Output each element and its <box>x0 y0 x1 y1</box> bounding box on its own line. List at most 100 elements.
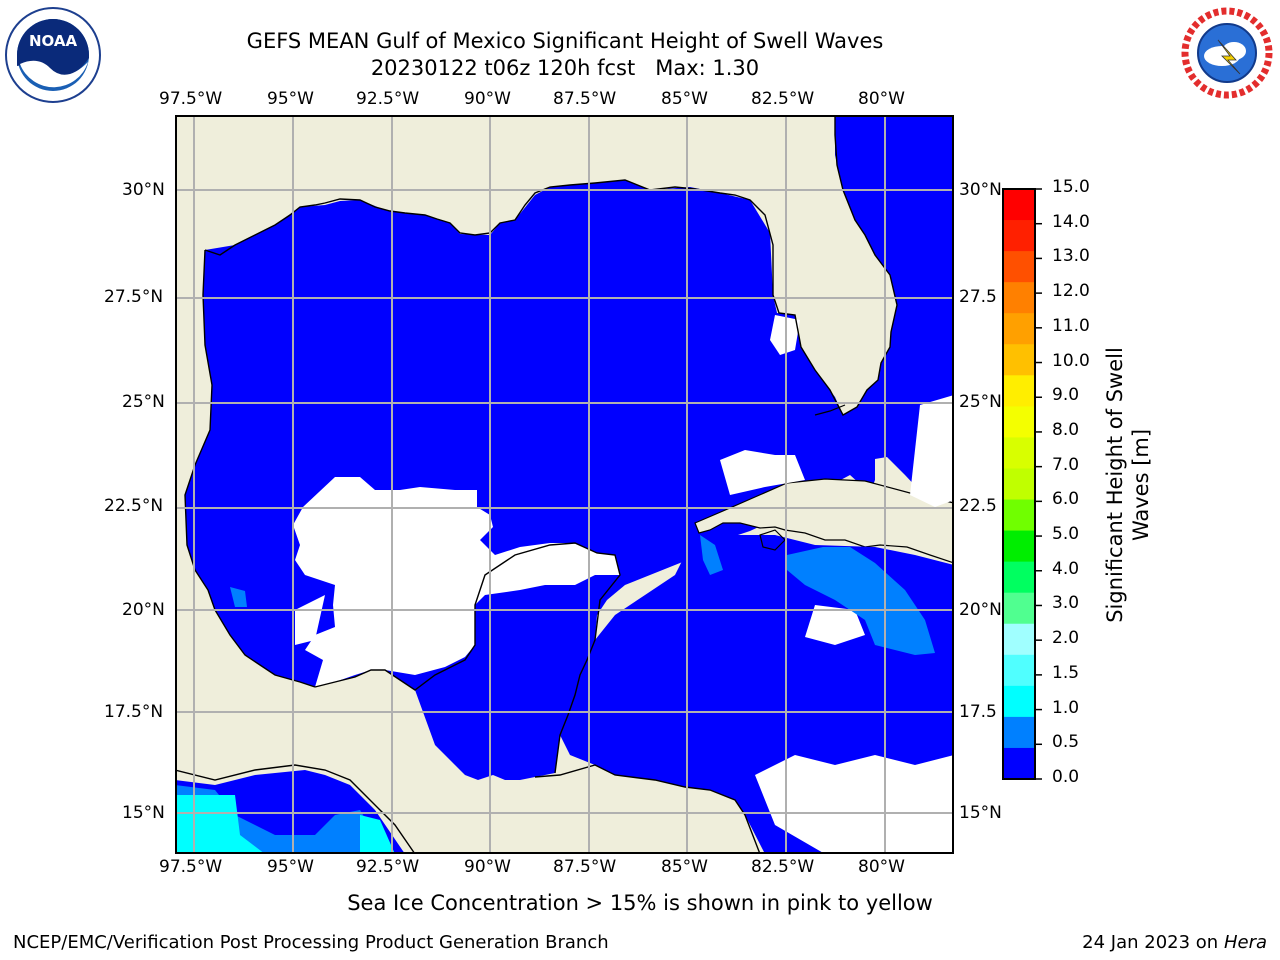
lat-label-right: 30°N <box>959 180 1002 200</box>
footer-date: 24 Jan 2023 on Hera <box>1082 932 1267 953</box>
lat-label-left: 17.5°N <box>104 702 164 722</box>
pacific-swell-cyan <box>175 795 265 854</box>
colorbar-swatch <box>1003 189 1035 221</box>
colorbar-swatch <box>1003 251 1035 283</box>
coastline-gulf <box>204 115 898 416</box>
coastline-yucatan <box>314 542 621 774</box>
lon-label-top: 90°W <box>464 89 511 109</box>
colorbar-tick-label: 8.0 <box>1052 419 1080 440</box>
coastline-isle-of-youth <box>759 529 786 551</box>
lat-label-left: 27.5°N <box>104 287 164 307</box>
footer-credit: NCEP/EMC/Verification Post Processing Pr… <box>13 932 609 953</box>
lat-label-right: 25°N <box>959 392 1002 412</box>
colorbar-swatch <box>1003 623 1035 656</box>
footer-date-text: 24 Jan 2023 on <box>1082 932 1224 953</box>
colorbar-swatch <box>1003 561 1035 594</box>
swell-patch-cayman <box>787 547 935 655</box>
lat-label-right: 17.5 <box>959 702 997 722</box>
map-title: GEFS MEAN Gulf of Mexico Significant Hei… <box>246 29 884 53</box>
no-data-area-cuba-north <box>720 450 805 495</box>
nws-logo-icon <box>1181 7 1273 99</box>
lon-label-bottom: 82.5°W <box>751 857 815 877</box>
lon-label-top: 97.5°W <box>159 89 223 109</box>
lat-label-left: 22.5°N <box>104 496 164 516</box>
colorbar-tick-label: 4.0 <box>1052 558 1080 579</box>
lat-label-right: 27.5 <box>959 287 997 307</box>
colorbar-swatch <box>1003 654 1035 687</box>
lon-label-bottom: 87.5°W <box>553 857 617 877</box>
no-data-area-west <box>293 477 620 687</box>
colorbar-swatch <box>1003 499 1035 532</box>
colorbar-swatch <box>1003 716 1035 749</box>
lat-label-right: 15°N <box>959 803 1002 823</box>
lat-label-right: 22.5 <box>959 496 997 516</box>
lon-label-top: 82.5°W <box>751 89 815 109</box>
swell-patch-mexico <box>230 587 247 607</box>
colorbar-tick-label: 10.0 <box>1052 350 1090 371</box>
lat-label-left: 25°N <box>122 392 165 412</box>
lon-label-top: 80°W <box>858 89 905 109</box>
colorbar-swatch <box>1003 437 1035 470</box>
colorbar-tick-label: 0.0 <box>1052 767 1080 787</box>
lon-label-bottom: 97.5°W <box>159 857 223 877</box>
lon-label-bottom: 90°W <box>464 857 511 877</box>
colorbar-tick-label: 15.0 <box>1052 177 1090 197</box>
lon-label-bottom: 85°W <box>661 857 708 877</box>
lat-label-left: 20°N <box>122 600 165 620</box>
colorbar-tick-label: 5.0 <box>1052 524 1080 545</box>
colorbar-swatch <box>1003 406 1035 439</box>
colorbar-tick-label: 1.5 <box>1052 662 1080 683</box>
colorbar-swatch <box>1003 685 1035 718</box>
colorbar-swatch <box>1003 747 1035 780</box>
colorbar-label-line2: Waves [m] <box>1129 428 1153 542</box>
colorbar <box>1002 188 1042 780</box>
colorbar-label-line1: Significant Height of Swell <box>1103 347 1127 623</box>
colorbar-swatch <box>1003 282 1035 314</box>
sea-ice-note: Sea Ice Concentration > 15% is shown in … <box>0 891 1280 915</box>
coastline-pacific <box>175 764 416 854</box>
no-data-area-east <box>910 395 954 507</box>
lat-label-right: 20°N <box>959 600 1002 620</box>
map-frame <box>175 115 954 854</box>
colorbar-tick-label: 3.0 <box>1052 593 1080 614</box>
noaa-logo-text: NOAA <box>29 32 78 50</box>
colorbar-tick-labels: 15.0 14.0 13.0 12.0 11.0 10.0 9.0 8.0 7.0 6.0 5.0 4… <box>1052 177 1112 792</box>
colorbar-frame <box>1002 188 1036 780</box>
gulf-map <box>175 115 954 854</box>
colorbar-swatch <box>1003 468 1035 501</box>
no-data-area-southeast <box>805 605 865 645</box>
noaa-logo-icon: NOAA <box>5 7 101 103</box>
swell-patch-yucatan-channel <box>700 535 723 575</box>
map-grid <box>175 115 954 854</box>
map-subtitle: 20230122 t06z 120h fcst Max: 1.30 <box>370 56 760 80</box>
lon-label-bottom: 92.5°W <box>356 857 420 877</box>
lon-label-top: 95°W <box>267 89 314 109</box>
colorbar-swatch <box>1003 592 1035 625</box>
colorbar-swatch <box>1003 313 1035 345</box>
lon-label-bottom: 95°W <box>267 857 314 877</box>
coastline-central-america <box>534 764 761 854</box>
colorbar-swatch <box>1003 375 1035 407</box>
colorbar-swatch <box>1003 344 1035 376</box>
colorbar-swatch <box>1003 220 1035 252</box>
lat-label-left: 30°N <box>122 180 165 200</box>
pacific-swell-cyan <box>360 815 395 854</box>
sea-ice-note-text: Sea Ice Concentration > 15% is shown in … <box>347 891 933 915</box>
lat-label-left: 15°N <box>122 803 165 823</box>
colorbar-tick-label: 2.0 <box>1052 628 1080 649</box>
colorbar-tick-label: 13.0 <box>1052 246 1090 267</box>
colorbar-tick-label: 9.0 <box>1052 385 1080 406</box>
footer-host: Hera <box>1223 932 1267 953</box>
lon-label-top: 87.5°W <box>553 89 617 109</box>
colorbar-tick-label: 6.0 <box>1052 489 1080 510</box>
colorbar-tick-label: 7.0 <box>1052 454 1080 475</box>
colorbar-tick-label: 1.0 <box>1052 697 1080 718</box>
lon-label-top: 92.5°W <box>356 89 420 109</box>
cuba-land <box>694 478 954 564</box>
no-data-area-caribbean <box>755 755 954 854</box>
lon-label-bottom: 80°W <box>858 857 905 877</box>
colorbar-tick-label: 11.0 <box>1052 315 1090 336</box>
coastline-florida-keys <box>814 404 846 416</box>
colorbar-tick-label: 12.0 <box>1052 281 1090 302</box>
colorbar-swatch <box>1003 530 1035 563</box>
